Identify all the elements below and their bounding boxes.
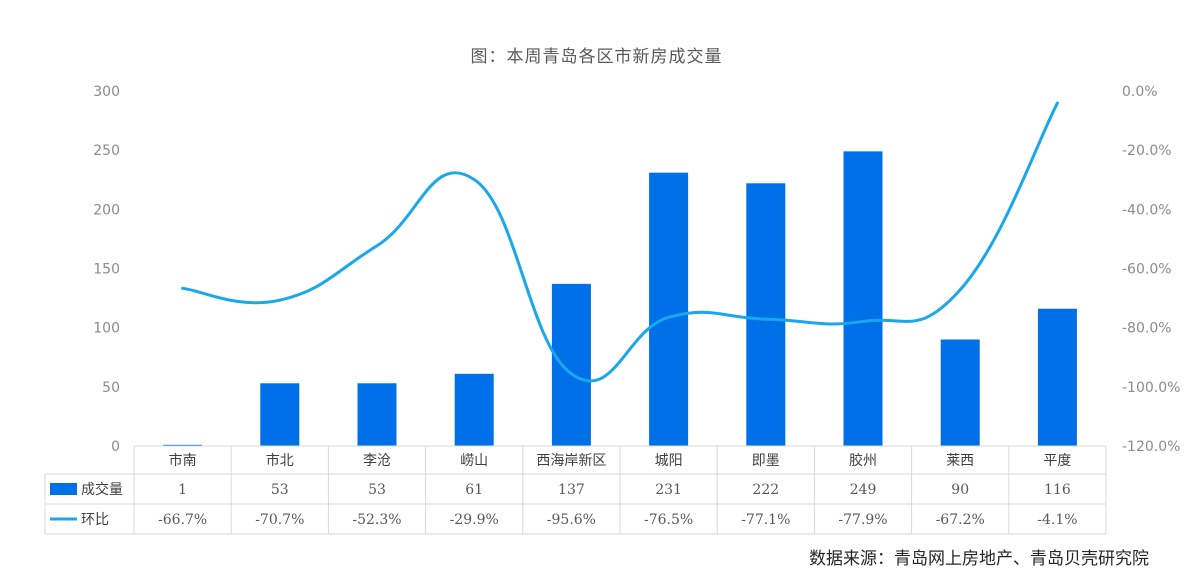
y-right-tick-label: -60.0% xyxy=(1122,262,1172,278)
table-cell-volume: 53 xyxy=(271,482,289,498)
bar-4 xyxy=(551,283,591,446)
category-label: 城阳 xyxy=(655,453,683,469)
table-cell-volume: 116 xyxy=(1044,482,1071,498)
category-label: 市南 xyxy=(169,452,197,469)
table-cell-huanbi: -77.1% xyxy=(741,512,790,528)
table-cell-volume: 231 xyxy=(655,482,682,498)
table-cell-huanbi: -95.6% xyxy=(547,512,596,528)
table-cell-volume: 1 xyxy=(178,482,187,498)
table-cell-volume: 249 xyxy=(850,482,877,498)
chart-title: 图：本周青岛各区市新房成交量 xyxy=(470,47,723,67)
table-cell-huanbi: -29.9% xyxy=(450,512,499,528)
y-left-tick-label: 200 xyxy=(93,202,120,218)
y-left-tick-label: 300 xyxy=(93,84,120,100)
table-cell-huanbi: -70.7% xyxy=(255,512,304,528)
table-cell-volume: 53 xyxy=(368,482,386,498)
y-left-tick-label: 100 xyxy=(93,321,120,337)
table-cell-volume: 137 xyxy=(558,482,585,498)
y-right-tick-label: 0.0% xyxy=(1122,84,1158,100)
y-left-tick-label: 150 xyxy=(93,262,120,278)
category-label: 胶州 xyxy=(849,452,877,469)
category-label: 李沧 xyxy=(363,452,391,469)
legend-label-volume: 成交量 xyxy=(81,481,123,498)
bar-7 xyxy=(843,151,883,446)
legend-key-volume xyxy=(50,483,77,495)
category-label: 莱西 xyxy=(946,453,974,469)
line-series-huanbi xyxy=(181,101,1059,383)
table-cell-volume: 61 xyxy=(465,482,483,498)
bar-3 xyxy=(454,373,494,446)
y-right-tick-label: -80.0% xyxy=(1122,321,1172,337)
table-cell-huanbi: -66.7% xyxy=(158,512,207,528)
table-cell-huanbi: -76.5% xyxy=(644,512,693,528)
y-right-tick-label: -40.0% xyxy=(1122,202,1172,218)
legend-label-huanbi: 环比 xyxy=(81,512,109,528)
bar-5 xyxy=(649,172,689,446)
table-cell-volume: 222 xyxy=(752,482,779,498)
source-note: 数据来源：青岛网上房地产、青岛贝壳研究院 xyxy=(809,549,1149,569)
y-left-tick-label: 50 xyxy=(102,380,120,396)
y-left-tick-label: 250 xyxy=(93,143,120,159)
bar-1 xyxy=(260,383,300,446)
category-label: 平度 xyxy=(1043,453,1071,469)
table-cell-volume: 90 xyxy=(951,482,969,498)
y-right-tick-label: -20.0% xyxy=(1122,143,1172,159)
table-cell-huanbi: -52.3% xyxy=(352,512,401,528)
category-label: 西海岸新区 xyxy=(536,453,606,469)
table-cell-huanbi: -67.2% xyxy=(936,512,985,528)
y-right-tick-label: -100.0% xyxy=(1122,380,1180,396)
category-label: 即墨 xyxy=(752,453,780,469)
category-label: 市北 xyxy=(266,452,294,469)
table-cell-huanbi: -77.9% xyxy=(838,512,887,528)
bar-8 xyxy=(940,339,980,446)
bar-9 xyxy=(1037,308,1077,446)
bar-2 xyxy=(357,383,397,446)
y-left-tick-label: 0 xyxy=(111,439,120,455)
bar-6 xyxy=(746,183,786,447)
table-cell-huanbi: -4.1% xyxy=(1037,512,1077,528)
y-right-tick-label: -120.0% xyxy=(1122,439,1180,455)
category-label: 崂山 xyxy=(460,453,488,469)
